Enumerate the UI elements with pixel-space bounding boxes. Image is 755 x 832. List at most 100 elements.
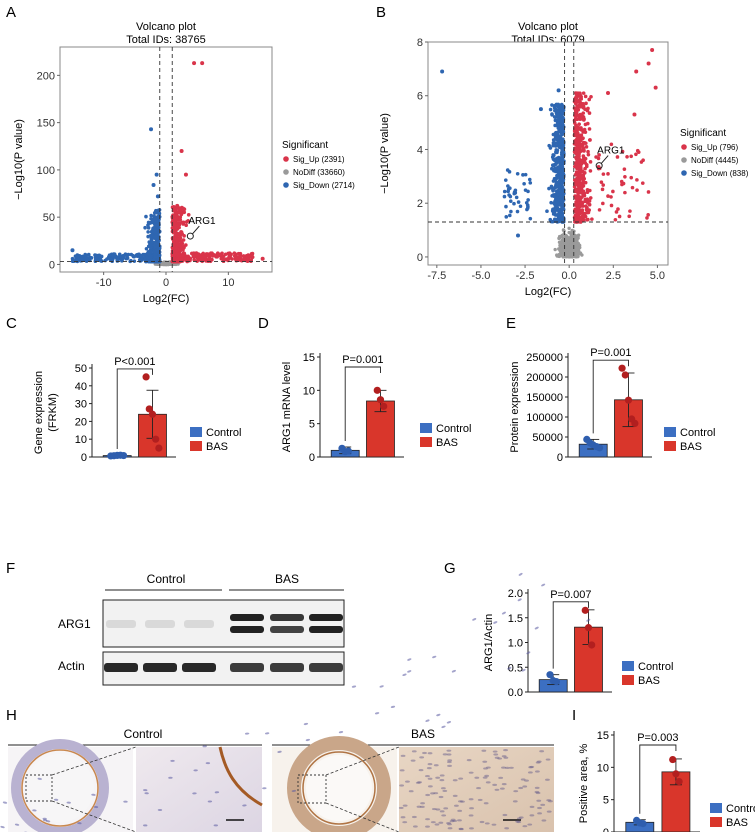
point-up [175, 203, 180, 208]
nucleus-bas [419, 805, 425, 808]
point-up [588, 169, 593, 173]
nucleus-bas [534, 790, 540, 794]
point-up [577, 182, 582, 187]
nucleus-bas [504, 827, 510, 830]
point-up [615, 155, 620, 159]
point-up [578, 204, 583, 209]
point-down [121, 253, 126, 258]
p-value-label: P=0.003 [637, 732, 678, 744]
bas-inset-line-1 [325, 746, 400, 776]
legend-label: NoDiff (33660) [293, 168, 345, 177]
point-down [502, 194, 507, 199]
point-nodiff [574, 241, 578, 245]
point-up [584, 101, 588, 106]
nucleus-bas [412, 825, 418, 828]
nucleus-bas [447, 759, 453, 762]
y-tick-label: 0 [49, 259, 55, 271]
nucleus-bas [422, 751, 427, 755]
actin-band [104, 663, 138, 672]
blot-row-actin: Actin [58, 659, 85, 673]
point-down [126, 252, 131, 257]
point-up [641, 158, 645, 163]
nucleus-bas [425, 825, 430, 828]
blot-group-bas: BAS [275, 572, 299, 586]
nucleus-control [242, 804, 247, 807]
x-tick-label: 5.0 [650, 270, 665, 282]
point-down [516, 233, 520, 238]
point-up [629, 154, 633, 159]
nucleus-bas [512, 800, 518, 803]
point-down [560, 155, 564, 159]
point-down [70, 248, 75, 253]
nucleus-bas [529, 814, 535, 817]
p-value-label: P=0.007 [550, 589, 591, 601]
nucleus-bas [399, 769, 405, 772]
nucleus-control [264, 732, 270, 735]
nucleus-bas [518, 786, 524, 790]
point-up [173, 252, 177, 256]
legend-title: Significant [282, 140, 328, 151]
point-down [559, 129, 563, 133]
control-zoom-intima [218, 746, 263, 807]
point-down [558, 184, 562, 189]
point-down [553, 213, 558, 217]
legend-marker [283, 169, 289, 175]
point-nodiff [166, 262, 170, 266]
point-up [583, 211, 587, 216]
nucleus-bas [546, 799, 552, 802]
data-point-control [344, 447, 352, 455]
point-up [580, 158, 585, 163]
nucleus-bas [400, 816, 406, 819]
nucleus-bas [527, 771, 533, 774]
point-down [87, 255, 92, 260]
nucleus-control [193, 769, 198, 772]
nucleus-control [521, 668, 526, 672]
nucleus-control [53, 798, 59, 801]
legend-label-control: Control [436, 423, 471, 435]
point-down [440, 69, 445, 74]
legend-label: Sig_Down (2714) [293, 181, 355, 190]
point-down [505, 168, 510, 172]
panel-label-h: H [6, 707, 17, 724]
point-down [139, 253, 143, 258]
point-up [597, 208, 602, 212]
point-up [579, 200, 583, 205]
nucleus-control [501, 611, 506, 615]
point-nodiff [563, 254, 567, 259]
nucleus-bas [440, 787, 446, 790]
point-up [580, 185, 584, 189]
point-up [577, 169, 582, 173]
y-tick-label: 8 [417, 37, 423, 49]
point-down [152, 258, 156, 262]
point-down [538, 107, 543, 112]
point-up [582, 171, 587, 175]
point-up [180, 220, 185, 225]
point-down [548, 146, 553, 150]
nucleus-bas [441, 814, 447, 817]
nucleus-control [402, 673, 407, 676]
arg1-band-faint [145, 620, 175, 628]
point-down [557, 164, 562, 169]
blot-arg1-frame [102, 599, 345, 648]
nucleus-bas [415, 781, 421, 784]
panel-label-d: D [258, 315, 269, 332]
control-inset-box [25, 774, 53, 802]
point-up [200, 61, 205, 66]
histology-panel: Control BAS [0, 572, 591, 832]
y-tick-label: 4 [417, 144, 423, 156]
y-tick-label: 6 [417, 91, 423, 103]
point-up [646, 61, 651, 66]
legend-label: Sig_Up (2391) [293, 155, 345, 164]
y-tick-label: 40 [75, 381, 87, 393]
point-up [582, 116, 586, 121]
point-up [632, 112, 637, 117]
point-nodiff [569, 251, 573, 255]
nucleus-bas [439, 779, 445, 782]
nucleus-bas [516, 817, 522, 820]
nucleus-bas [529, 805, 535, 809]
point-up [578, 144, 583, 149]
point-up [171, 240, 176, 244]
nucleus-bas [426, 767, 432, 770]
point-down [507, 193, 511, 197]
nucleus-bas [454, 804, 459, 807]
